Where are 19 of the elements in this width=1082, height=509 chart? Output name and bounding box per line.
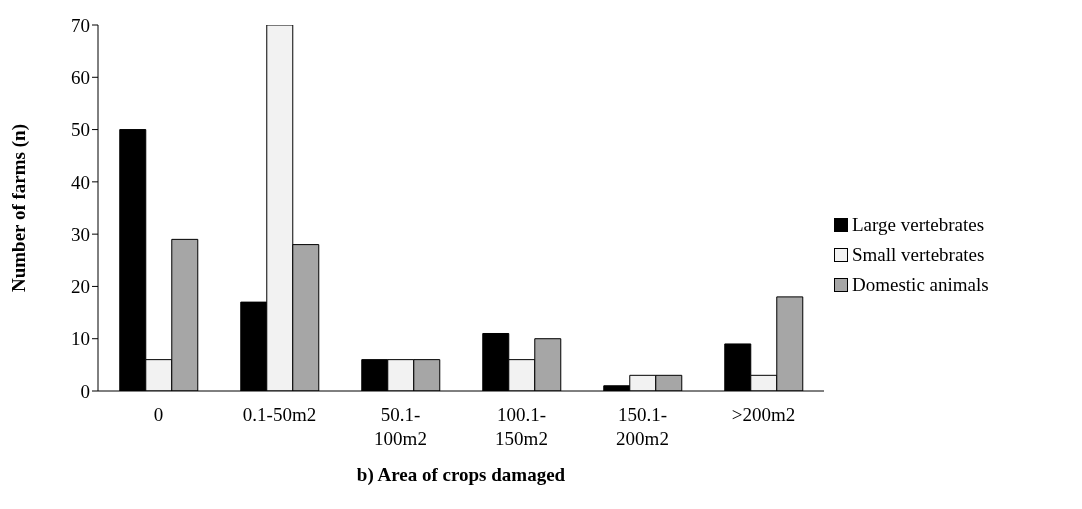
legend-label: Large vertebrates bbox=[852, 213, 985, 236]
x-tick-label: 100.1- 150m2 bbox=[495, 404, 548, 449]
x-tick-label: 0 bbox=[153, 404, 164, 425]
x-tick-label: 150.1- 200m2 bbox=[616, 404, 669, 449]
y-tick-label: 70 bbox=[71, 14, 90, 36]
legend-label: Domestic animals bbox=[852, 273, 989, 296]
y-tick-label: 20 bbox=[71, 276, 90, 298]
x-tick-label: 50.1- 100m2 bbox=[374, 404, 427, 449]
x-tick-label: 0.1-50m2 bbox=[242, 404, 317, 425]
y-tick-label: 10 bbox=[71, 328, 90, 350]
y-axis-title: Number of farms (n) bbox=[7, 124, 30, 292]
y-tick-label: 30 bbox=[71, 223, 90, 245]
legend-label: Small vertebrates bbox=[852, 243, 985, 266]
y-tick-label: 0 bbox=[80, 380, 90, 402]
y-tick-label: 40 bbox=[71, 171, 90, 193]
x-axis-title: b) Area of crops damaged bbox=[356, 464, 566, 486]
y-tick-label: 50 bbox=[71, 119, 90, 141]
x-tick-label: >200m2 bbox=[731, 404, 796, 425]
y-tick-label: 60 bbox=[71, 67, 90, 89]
